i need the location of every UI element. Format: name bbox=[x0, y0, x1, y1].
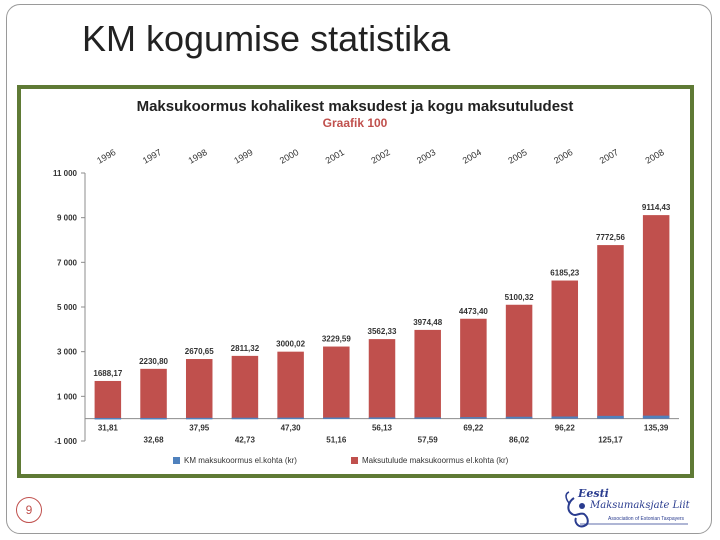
data-label-vat-burden: 96,22 bbox=[555, 424, 576, 433]
slide-title: KM kogumise statistika bbox=[82, 18, 451, 59]
bar-tax-revenue bbox=[642, 215, 670, 419]
bar-tax-revenue bbox=[323, 346, 350, 419]
x-category-label: 2001 bbox=[324, 147, 346, 166]
data-label-tax-revenue: 2811,32 bbox=[231, 344, 260, 353]
x-category-label: 1999 bbox=[232, 147, 254, 166]
chart-container: Maksukoormus kohalikest maksudest ja kog… bbox=[17, 85, 694, 478]
bar-vat-burden bbox=[414, 417, 441, 419]
x-category-label: 2007 bbox=[598, 147, 620, 166]
data-label-vat-burden: 31,81 bbox=[98, 424, 119, 433]
data-label-vat-burden: 51,16 bbox=[326, 436, 347, 445]
bar-vat-burden bbox=[368, 417, 396, 419]
data-label-vat-burden: 135,39 bbox=[644, 424, 669, 433]
x-category-label: 2008 bbox=[643, 147, 665, 166]
x-category-label: 2000 bbox=[278, 147, 300, 166]
data-label-tax-revenue: 9114,43 bbox=[642, 203, 671, 212]
bar-vat-burden bbox=[460, 417, 487, 419]
bar-tax-revenue bbox=[94, 380, 122, 419]
y-tick-label: 11 000 bbox=[53, 169, 78, 178]
bar-vat-burden bbox=[140, 417, 167, 420]
data-label-tax-revenue: 3974,48 bbox=[413, 318, 442, 327]
data-label-vat-burden: 57,59 bbox=[418, 436, 439, 445]
data-label-tax-revenue: 5100,32 bbox=[505, 293, 534, 302]
data-label-vat-burden: 125,17 bbox=[598, 436, 623, 445]
bar-tax-revenue bbox=[185, 359, 213, 419]
data-label-tax-revenue: 3562,33 bbox=[368, 327, 397, 336]
data-label-tax-revenue: 7772,56 bbox=[596, 233, 625, 242]
bar-tax-revenue bbox=[460, 318, 487, 419]
data-label-tax-revenue: 3229,59 bbox=[322, 335, 351, 344]
bar-vat-burden bbox=[277, 417, 304, 420]
y-tick-label: 5 000 bbox=[57, 303, 78, 312]
data-label-vat-burden: 42,73 bbox=[235, 436, 256, 445]
x-category-label: 2006 bbox=[552, 147, 574, 166]
data-label-vat-burden: 86,02 bbox=[509, 436, 530, 445]
data-label-vat-burden: 32,68 bbox=[144, 436, 165, 445]
data-label-tax-revenue: 6185,23 bbox=[550, 269, 579, 278]
bar-tax-revenue bbox=[505, 304, 533, 419]
page-number: 9 bbox=[16, 497, 42, 523]
bar-vat-burden bbox=[231, 417, 259, 420]
data-label-vat-burden: 47,30 bbox=[281, 424, 302, 433]
legend-swatch bbox=[351, 457, 358, 464]
chart-subtitle: Graafik 100 bbox=[323, 116, 388, 130]
logo-text-line1: Eesti bbox=[578, 487, 609, 500]
data-label-tax-revenue: 3000,02 bbox=[276, 340, 305, 349]
bar-vat-burden bbox=[642, 415, 670, 419]
legend-swatch bbox=[173, 457, 180, 464]
bar-tax-revenue bbox=[231, 355, 259, 419]
y-tick-label: 3 000 bbox=[57, 348, 78, 357]
bar-tax-revenue bbox=[140, 368, 167, 419]
bar-chart: Maksukoormus kohalikest maksudest ja kog… bbox=[53, 98, 679, 465]
y-tick-label: 1 000 bbox=[57, 392, 78, 401]
y-tick-label: 9 000 bbox=[57, 214, 78, 223]
data-label-tax-revenue: 2670,65 bbox=[185, 347, 214, 356]
y-tick-label: -1 000 bbox=[54, 437, 77, 446]
bar-tax-revenue bbox=[551, 280, 579, 419]
bar-tax-revenue bbox=[597, 245, 624, 419]
data-label-vat-burden: 37,95 bbox=[189, 424, 210, 433]
chart-title: Maksukoormus kohalikest maksudest ja kog… bbox=[137, 98, 574, 115]
data-label-vat-burden: 69,22 bbox=[463, 424, 484, 433]
bar-vat-burden bbox=[94, 417, 122, 420]
bar-vat-burden bbox=[505, 416, 533, 419]
bar-tax-revenue bbox=[277, 351, 304, 419]
x-category-label: 1997 bbox=[141, 147, 163, 166]
logo-text-line2: Maksumaksjate Liit bbox=[590, 500, 690, 511]
x-category-label: 2003 bbox=[415, 147, 437, 166]
x-category-label: 1998 bbox=[187, 147, 209, 166]
x-category-label: 1996 bbox=[95, 147, 117, 166]
x-category-label: 2004 bbox=[461, 147, 483, 166]
bar-tax-revenue bbox=[368, 339, 396, 419]
slide-frame bbox=[6, 4, 712, 534]
legend-label: KM maksukoormus el.kohta (kr) bbox=[184, 456, 297, 465]
x-category-label: 2002 bbox=[369, 147, 391, 166]
x-category-label: 2005 bbox=[506, 147, 528, 166]
bar-vat-burden bbox=[597, 415, 624, 419]
y-tick-label: 7 000 bbox=[57, 258, 78, 267]
bar-vat-burden bbox=[323, 417, 350, 420]
legend-label: Maksutulude maksukoormus el.kohta (kr) bbox=[362, 456, 509, 465]
data-label-tax-revenue: 2230,80 bbox=[139, 357, 168, 366]
bar-vat-burden bbox=[551, 416, 579, 419]
data-label-vat-burden: 56,13 bbox=[372, 424, 393, 433]
bar-vat-burden bbox=[185, 417, 213, 420]
logo-text-line3: Association of Estonian Taxpayers bbox=[608, 516, 685, 522]
bar-tax-revenue bbox=[414, 329, 441, 419]
chart-legend: KM maksukoormus el.kohta (kr) Maksutulude… bbox=[173, 456, 509, 465]
logo-emblem-icon bbox=[565, 491, 688, 528]
data-label-tax-revenue: 1688,17 bbox=[93, 369, 122, 378]
data-label-tax-revenue: 4473,40 bbox=[459, 307, 488, 316]
